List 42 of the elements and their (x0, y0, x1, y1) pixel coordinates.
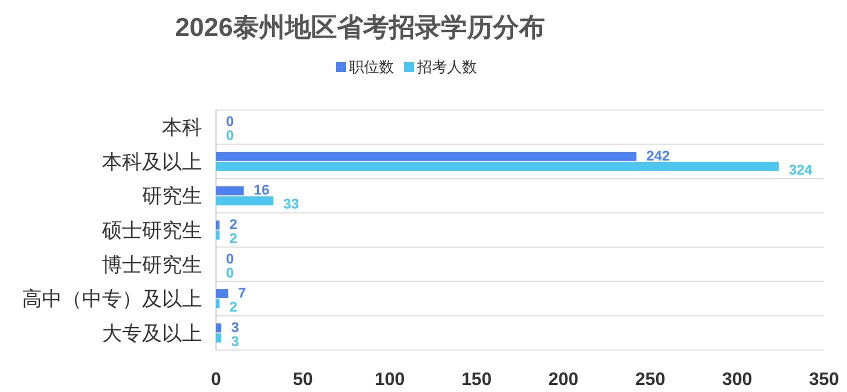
data-label: 0 (226, 113, 234, 130)
data-label: 2 (229, 230, 238, 246)
data-label: 324 (788, 161, 812, 178)
bar (216, 196, 274, 206)
data-label: 7 (238, 284, 246, 301)
chart-title: 2026泰州地区省考招录学历分布 (175, 12, 545, 42)
y-tick-label: 大专及以上 (102, 322, 202, 345)
x-tick-label: 150 (462, 369, 492, 389)
data-label: 33 (283, 196, 300, 212)
data-label: 2 (229, 216, 238, 232)
y-tick-label: 高中（中专）及以上 (22, 288, 202, 311)
legend-label: 招考人数 (416, 59, 477, 76)
bar (216, 333, 222, 342)
bar (216, 186, 244, 196)
data-label: 0 (226, 264, 234, 280)
bar (216, 162, 779, 171)
y-tick-label: 研究生 (142, 186, 202, 208)
x-tick-label: 300 (722, 369, 752, 389)
data-label: 3 (231, 332, 240, 349)
bar (216, 220, 220, 230)
x-tick-label: 250 (635, 369, 666, 389)
x-tick-label: 50 (292, 369, 313, 389)
data-label: 3 (231, 318, 240, 335)
bar (216, 230, 220, 240)
data-label: 0 (226, 250, 234, 266)
x-tick-label: 100 (374, 369, 405, 389)
bar (216, 289, 228, 298)
data-label: 16 (254, 182, 270, 198)
bar (216, 152, 636, 161)
bar (216, 299, 220, 308)
data-label: 242 (646, 147, 670, 164)
data-label: 0 (226, 127, 234, 144)
legend-label: 职位数 (349, 59, 394, 76)
y-tick-label: 本科及以上 (102, 151, 202, 174)
bar (216, 323, 222, 332)
data-label: 2 (229, 298, 238, 315)
x-tick-label: 350 (808, 369, 840, 389)
y-tick-label: 本科 (162, 117, 202, 140)
x-tick-label: 200 (548, 369, 578, 389)
y-tick-label: 硕士研究生 (101, 220, 202, 242)
x-tick-label: 0 (210, 369, 222, 389)
y-tick-label: 博士研究生 (102, 254, 202, 276)
